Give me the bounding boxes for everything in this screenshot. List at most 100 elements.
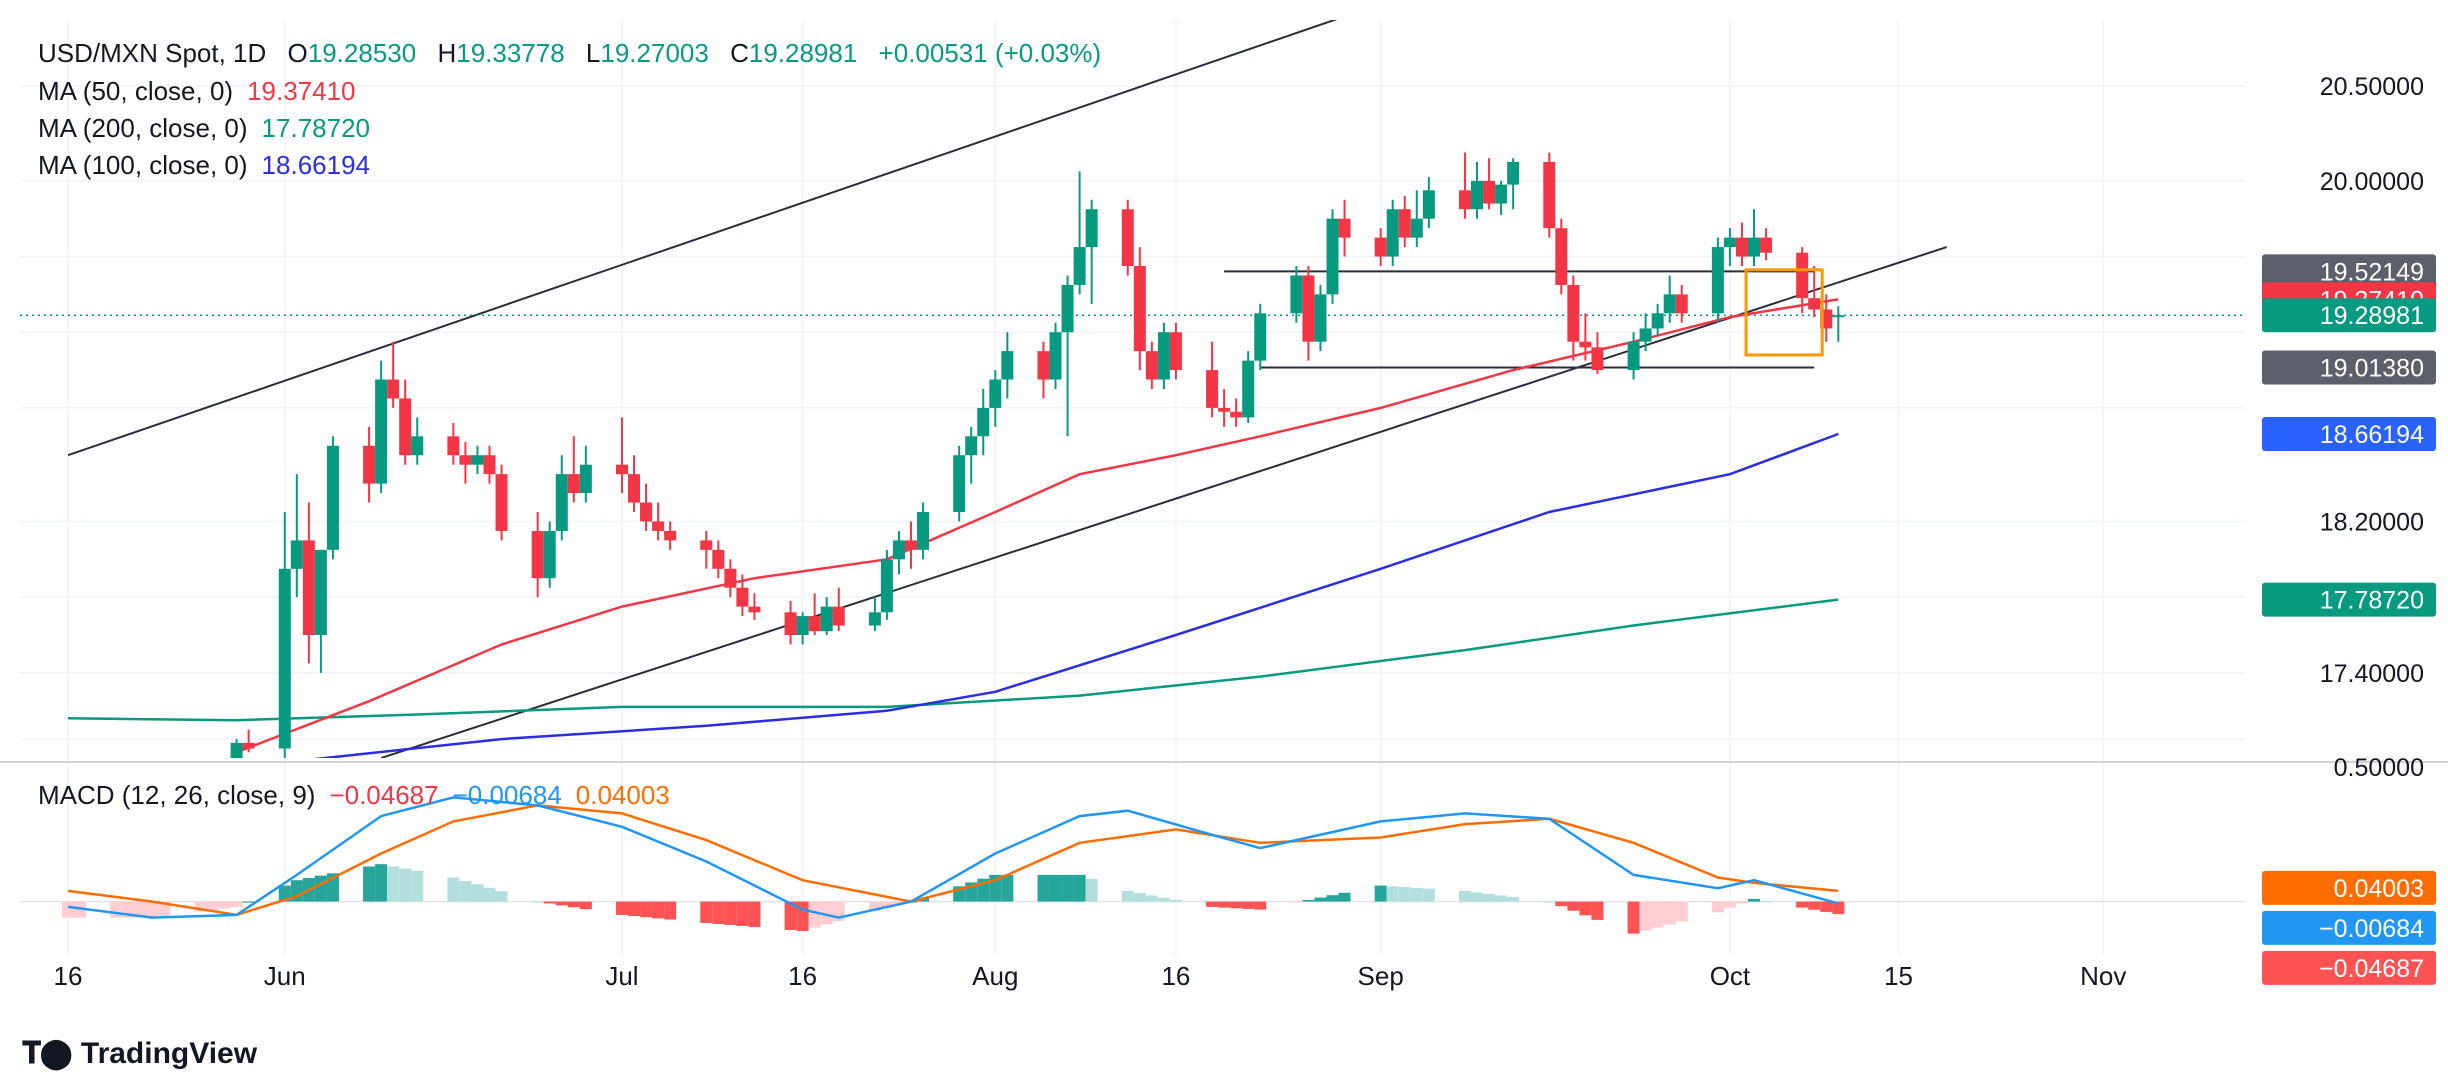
macd-histogram-bar: [1169, 900, 1182, 902]
candle-body: [796, 616, 809, 635]
ma100-legend[interactable]: MA (100, close, 0) 18.66194: [38, 150, 384, 181]
candlestick-plot[interactable]: [20, 0, 2245, 768]
macd-histogram-bar: [411, 870, 424, 902]
tradingview-logo[interactable]: 𝐓⬤ TradingView: [22, 1036, 257, 1071]
macd-histogram-bar: [206, 901, 219, 910]
candle: [868, 597, 881, 632]
candle: [1001, 332, 1014, 399]
price-tick-label: 20.00000: [2320, 168, 2424, 196]
candle: [242, 729, 255, 753]
candle: [1290, 266, 1303, 323]
candle: [1073, 171, 1086, 295]
candle-body: [832, 606, 845, 626]
macd-label-text: −0.04687: [2319, 955, 2424, 983]
macd-histogram-bar: [796, 901, 809, 931]
candle-body: [1663, 294, 1676, 314]
macd-histogram-bar: [230, 901, 243, 907]
macd-histogram-bar: [387, 866, 400, 902]
candle-body: [880, 559, 893, 613]
candle-body: [953, 455, 966, 512]
macd-histogram-bar: [1073, 874, 1086, 902]
candle: [555, 455, 568, 541]
highlight-box: [1744, 268, 1824, 357]
ma100-line: [313, 432, 1839, 758]
macd-histogram-bar: [555, 901, 568, 906]
candle-body: [483, 455, 496, 475]
chart-legend: USD/MXN Spot, 1D O19.28530 H19.33778 L19…: [38, 38, 1115, 69]
candle-body: [1723, 237, 1736, 248]
candle: [784, 600, 797, 645]
price-axis: 20.50000 20.00000 18.20000 17.40000 0.50000 1…: [54, 73, 2436, 991]
candle: [1242, 351, 1255, 424]
candle: [953, 445, 966, 522]
candle-body: [989, 379, 1002, 408]
macd-histogram-bar: [134, 901, 147, 918]
trendline: [67, 20, 1338, 457]
macd-histogram-bar: [712, 901, 725, 924]
price-label-text: 19.01380: [2320, 354, 2424, 382]
date-tick-label: Jul: [605, 961, 638, 991]
macd-histogram-bar: [1651, 901, 1664, 928]
candle-body: [1206, 370, 1219, 408]
macd-histogram-bar: [375, 864, 388, 902]
macd-histogram-bar: [471, 884, 484, 902]
macd-histogram-bar: [1085, 878, 1098, 902]
candle-body: [531, 530, 544, 579]
candle-body: [1735, 237, 1748, 257]
date-tick-label: 16: [1161, 961, 1190, 991]
candle-body: [808, 616, 821, 632]
low-label: L: [585, 38, 601, 68]
candle: [471, 445, 484, 475]
candle: [387, 341, 400, 408]
price-label-box: [2262, 417, 2436, 452]
macd-legend[interactable]: MACD (12, 26, close, 9) −0.04687 −0.00684 0…: [38, 780, 684, 811]
candle-body: [1061, 284, 1074, 333]
macd-histogram-bar: [1386, 886, 1399, 902]
tradingview-icon: 𝐓⬤: [22, 1037, 73, 1070]
macd-histogram-bar: [1049, 874, 1062, 902]
ma200-value: 17.78720: [261, 113, 370, 143]
candle-body: [724, 568, 737, 588]
macd-histogram-bar: [1422, 888, 1435, 902]
macd-histogram-bar: [447, 877, 460, 902]
open-label: O: [287, 38, 308, 68]
macd-plot[interactable]: [62, 796, 1845, 934]
ma100-label: MA (100, close, 0): [38, 150, 248, 180]
symbol-title[interactable]: USD/MXN Spot, 1D: [38, 38, 267, 68]
candle: [1230, 398, 1243, 427]
candle: [302, 502, 315, 664]
macd-histogram-value: −0.04687: [329, 780, 439, 810]
macd-histogram-bar: [1121, 890, 1134, 902]
candle-body: [868, 612, 881, 626]
macd-histogram-bar: [483, 887, 496, 902]
candle: [447, 423, 460, 465]
ma50-legend[interactable]: MA (50, close, 0) 19.37410: [38, 76, 370, 107]
candle-body: [1169, 332, 1182, 371]
macd-label-text: −0.00684: [2319, 915, 2424, 943]
ma200-legend[interactable]: MA (200, close, 0) 17.78720: [38, 113, 384, 144]
macd-histogram-bar: [1254, 901, 1267, 910]
macd-histogram-bar: [1471, 892, 1484, 902]
candle: [1374, 228, 1387, 266]
candle: [748, 593, 761, 620]
macd-histogram-bar: [820, 901, 833, 925]
date-tick-label: 15: [1884, 961, 1913, 991]
date-tick-label: Aug: [972, 961, 1018, 991]
candle-body: [1495, 184, 1508, 204]
macd-histogram-bar: [1760, 901, 1773, 903]
candle: [652, 502, 665, 541]
candle: [1651, 303, 1664, 337]
macd-signal-line: [67, 804, 1839, 917]
candle-body: [1543, 161, 1556, 229]
macd-histogram-bar: [1001, 874, 1014, 902]
price-label-box: [2262, 298, 2436, 333]
candle: [1567, 275, 1580, 361]
candle: [483, 445, 496, 484]
macd-histogram-bar: [1832, 901, 1845, 915]
candle-body: [977, 407, 990, 437]
macd-histogram-bar: [1230, 901, 1243, 909]
candle: [579, 445, 592, 503]
candle-body: [1410, 218, 1423, 238]
macd-line: [67, 796, 1839, 919]
